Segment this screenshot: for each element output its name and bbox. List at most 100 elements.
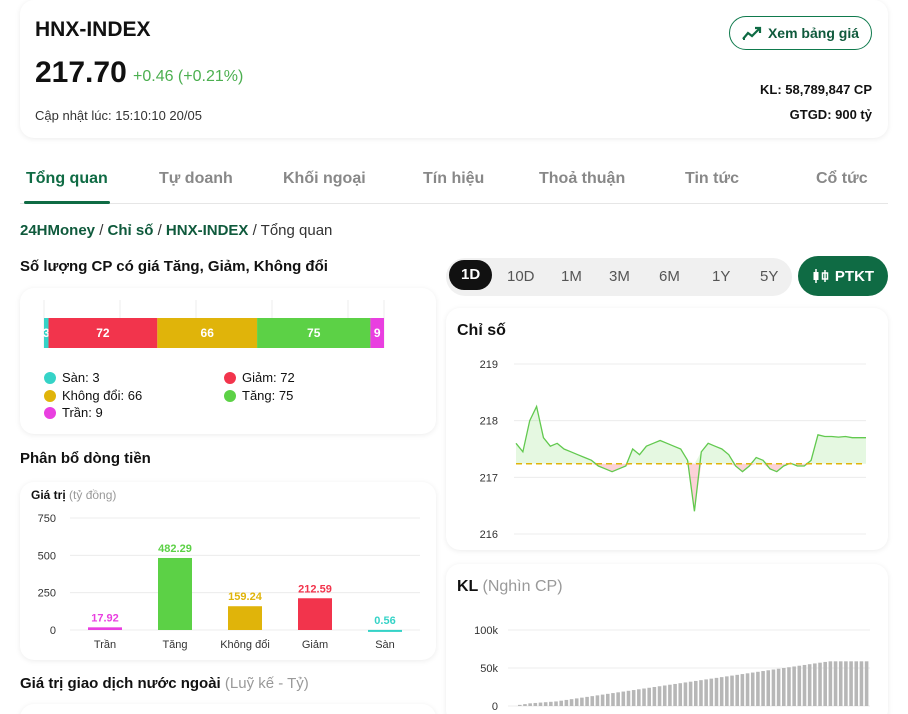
period-1d[interactable]: 1D: [449, 260, 493, 290]
volume-bar: [823, 661, 827, 706]
volume-bar: [580, 697, 584, 706]
price-board-label: Xem bảng giá: [767, 25, 859, 41]
y-tick-label: 218: [480, 416, 498, 428]
flow-category-label: Tăng: [162, 639, 187, 651]
volume-bar: [606, 693, 610, 706]
candlestick-icon: [813, 269, 829, 283]
volume-bar: [725, 676, 729, 706]
stock-count-chart: 3 72 66 75 9: [43, 300, 385, 348]
flow-bar: [228, 606, 262, 630]
y-tick-label: 100k: [474, 625, 498, 637]
volume-bar: [688, 681, 693, 706]
money-flow-title: Phân bổ dòng tiền: [20, 450, 151, 467]
volume-bar: [750, 672, 755, 706]
volume-bar: [590, 696, 595, 706]
tab-dividends[interactable]: Cổ tức: [816, 170, 868, 187]
flow-category-label: Trần: [94, 639, 116, 651]
period-10d[interactable]: 10D: [507, 268, 535, 285]
price-board-button[interactable]: Xem bảng giá: [728, 16, 872, 50]
period-3m[interactable]: 3M: [609, 268, 630, 285]
volume-bar: [807, 664, 812, 706]
volume-bar: [574, 698, 579, 706]
money-flow-axis-title: Giá trị (tỷ đồng): [31, 488, 117, 502]
y-tick-label: 216: [480, 529, 498, 541]
y-tick-label: 500: [38, 550, 56, 562]
tab-negotiated[interactable]: Thoả thuận: [539, 170, 626, 187]
flow-value-label: 212.59: [298, 583, 332, 595]
volume-bar: [771, 669, 776, 706]
volume-bar: [569, 699, 574, 706]
period-selector: 1D 10D 1M 3M 6M 1Y 5Y: [446, 258, 792, 296]
volume-bar: [600, 694, 605, 706]
period-1y[interactable]: 1Y: [712, 268, 731, 285]
stock-count-card: 3 72 66 75 9 Sàn: 3 Giảm: 72 Không đổi: 66 T…: [20, 288, 436, 434]
count-segment: [44, 318, 49, 348]
volume-bar: [802, 664, 807, 706]
volume-bar: [761, 671, 765, 706]
volume-bar: [564, 699, 569, 706]
volume-bar: [735, 674, 739, 706]
volume-bar: [595, 695, 600, 706]
volume-bar: [844, 661, 848, 706]
tab-news[interactable]: Tin tức: [685, 170, 739, 187]
area-above-reference: [516, 406, 866, 464]
volume-bar: [538, 702, 543, 706]
technical-analysis-button[interactable]: PTKT: [798, 256, 888, 296]
breadcrumb-root[interactable]: 24HMoney: [20, 222, 96, 239]
volume-bar: [657, 686, 662, 706]
volume-bar: [818, 662, 822, 706]
legend-unchanged: Không đổi: 66: [44, 388, 142, 403]
tab-overview[interactable]: Tổng quan: [26, 170, 108, 187]
volume-bar: [792, 666, 796, 706]
volume-bar: [776, 668, 781, 706]
volume-bar: [699, 680, 703, 706]
volume-bar: [523, 704, 527, 706]
index-name: HNX-INDEX: [35, 18, 151, 41]
flow-category-label: Không đổi: [220, 639, 270, 651]
tab-bar: Tổng quan Tự doanh Khối ngoại Tín hiệu T…: [20, 158, 888, 204]
volume-bar: [637, 689, 641, 706]
value-total: GTGD: 900 tỷ: [789, 107, 872, 122]
volume-bar: [833, 661, 838, 706]
money-flow-card: Giá trị (tỷ đồng) 750 500 250 0 17.92 Trần 482…: [20, 482, 436, 660]
volume-bar: [709, 678, 714, 706]
money-flow-chart: 750 500 250 0 17.92 Trần 482.29 Tăng 159.24 Không…: [38, 513, 420, 651]
volume-bar: [626, 690, 631, 706]
active-tab-indicator: [24, 201, 110, 204]
volume-bar: [533, 702, 538, 706]
tab-signals[interactable]: Tín hiệu: [423, 170, 485, 187]
flow-value-label: 482.29: [158, 543, 192, 555]
volume-bar: [745, 673, 750, 706]
period-5y[interactable]: 5Y: [760, 268, 779, 285]
volume-bar: [859, 661, 864, 706]
volume-bar-chart: 100k 50k 0: [474, 625, 870, 713]
volume-bar: [683, 682, 688, 706]
volume-bar: [673, 683, 677, 706]
flow-value-label: 0.56: [374, 615, 395, 627]
volume-bar: [828, 661, 833, 706]
flow-category-label: Giảm: [302, 639, 328, 651]
period-6m[interactable]: 6M: [659, 268, 680, 285]
volume-bar: [740, 674, 745, 706]
volume-bar: [838, 661, 843, 706]
flow-bar: [88, 627, 122, 630]
tab-foreign[interactable]: Khối ngoại: [283, 170, 366, 187]
volume-bar: [621, 691, 626, 706]
tab-proprietary[interactable]: Tự doanh: [159, 170, 233, 187]
volume-bar: [766, 670, 771, 706]
volume-chart-title: KL (Nghìn CP): [457, 578, 563, 595]
volume-bar: [647, 687, 651, 706]
count-segment: [157, 318, 258, 348]
volume-bar: [694, 680, 698, 706]
volume-bar: [585, 696, 589, 706]
volume-bar: [678, 683, 683, 706]
index-line-chart: 219 218 217 216: [480, 359, 866, 541]
period-1m[interactable]: 1M: [561, 268, 582, 285]
legend-floor: Sàn: 3: [44, 370, 100, 385]
breadcrumb-index[interactable]: HNX-INDEX: [165, 222, 249, 239]
breadcrumb-section[interactable]: Chỉ số: [107, 222, 154, 239]
flow-bar: [298, 598, 332, 630]
index-price: 217.70: [35, 56, 127, 89]
y-tick-label: 0: [50, 625, 56, 637]
index-chart-card: Chỉ số 219 218 217 216: [446, 308, 888, 550]
